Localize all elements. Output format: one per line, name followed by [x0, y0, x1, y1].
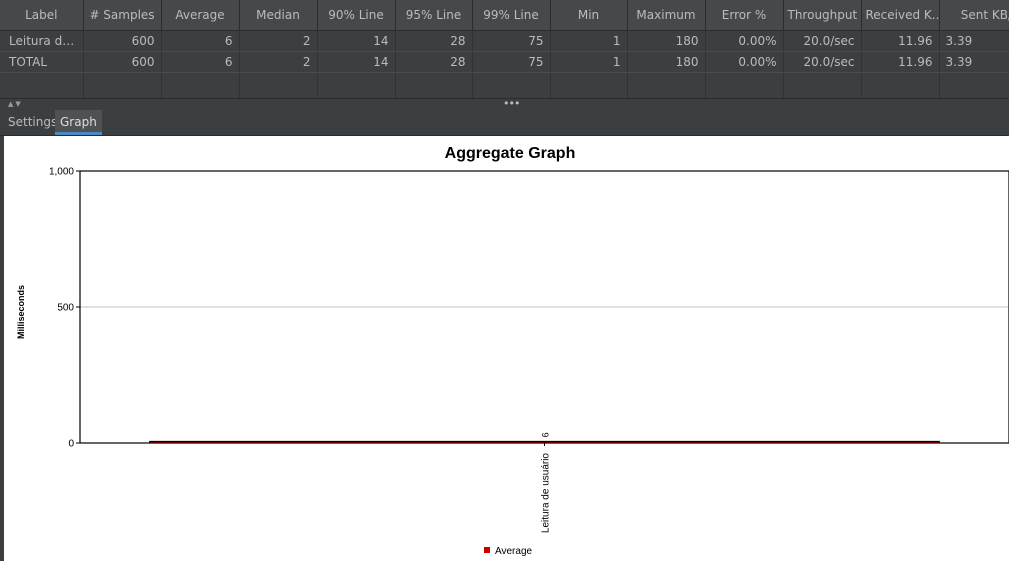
drag-grip-icon[interactable]: ••• [503, 97, 520, 110]
table-cell: 3.39 [939, 51, 1009, 73]
table-cell: 1 [550, 30, 628, 52]
table-cell: 11.96 [861, 51, 940, 73]
results-table-container[interactable]: Label # Samples Average Median 90% Line … [0, 0, 1009, 98]
legend-swatch [484, 547, 490, 553]
table-row[interactable]: Leitura de ... 600 6 2 14 28 75 1 180 0.… [0, 30, 1009, 52]
table-cell: 0.00% [705, 30, 784, 52]
y-axis-ticks: 0 500 1,000 [49, 167, 80, 450]
column-header-average[interactable]: Average [161, 0, 240, 31]
chart-bars [149, 440, 940, 444]
table-cell: 6 [161, 30, 240, 52]
table-empty-row [0, 72, 1009, 98]
column-header-median[interactable]: Median [239, 0, 318, 31]
column-header-error-percent[interactable]: Error % [705, 0, 784, 31]
chart-legend: Average [484, 546, 533, 557]
table-cell: 75 [472, 30, 551, 52]
table-header-row: Label # Samples Average Median 90% Line … [0, 0, 1009, 31]
table-cell: 600 [83, 30, 162, 52]
table-cell: TOTAL [0, 51, 84, 73]
tab-graph[interactable]: Graph [55, 110, 102, 135]
column-header-90-line[interactable]: 90% Line [317, 0, 396, 31]
column-header-received-kb[interactable]: Received K... [861, 0, 940, 31]
tab-settings[interactable]: Settings [8, 115, 58, 129]
table-cell: Leitura de ... [0, 30, 84, 52]
column-header-samples[interactable]: # Samples [83, 0, 162, 31]
y-axis-label: Milliseconds [16, 285, 26, 339]
table-cell: 180 [627, 30, 706, 52]
column-header-95-line[interactable]: 95% Line [395, 0, 473, 31]
table-cell: 1 [550, 51, 628, 73]
data-label: 6 [541, 432, 551, 437]
column-header-min[interactable]: Min [550, 0, 628, 31]
x-axis-labels: Leitura de usuário [541, 443, 552, 533]
column-header-label[interactable]: Label [0, 0, 84, 31]
table-cell: 75 [472, 51, 551, 73]
aggregate-graph-chart: Aggregate Graph Milliseconds 0 500 1,000 L… [16, 145, 1009, 557]
y-tick-label: 500 [57, 303, 74, 314]
bar [149, 440, 940, 444]
collapse-arrows-icon[interactable]: ▲▼ [8, 100, 23, 108]
aggregate-graph-panel: Aggregate Graph Milliseconds 0 500 1,000 L… [4, 136, 1009, 561]
table-cell: 600 [83, 51, 162, 73]
table-row[interactable]: TOTAL 600 6 2 14 28 75 1 180 0.00% 20.0/… [0, 51, 1009, 73]
panel-splitter[interactable]: ▲▼ ••• [0, 97, 1009, 111]
y-tick-label: 0 [68, 439, 74, 450]
y-tick-label: 1,000 [49, 167, 74, 178]
table-cell: 20.0/sec [783, 30, 862, 52]
chart-data-labels: 6 [541, 432, 551, 437]
column-header-sent-kb[interactable]: Sent KB/sec [939, 0, 1009, 31]
x-tick-label: Leitura de usuário [541, 453, 552, 533]
aggregate-results-table: Label # Samples Average Median 90% Line … [0, 0, 1009, 98]
column-header-99-line[interactable]: 99% Line [472, 0, 551, 31]
table-cell: 2 [239, 51, 318, 73]
column-header-throughput[interactable]: Throughput [783, 0, 862, 31]
table-cell: 14 [317, 30, 396, 52]
table-cell: 28 [395, 30, 473, 52]
table-cell: 11.96 [861, 30, 940, 52]
legend-label: Average [495, 546, 533, 557]
table-cell: 3.39 [939, 30, 1009, 52]
table-cell: 14 [317, 51, 396, 73]
table-cell: 28 [395, 51, 473, 73]
column-header-maximum[interactable]: Maximum [627, 0, 706, 31]
chart-title: Aggregate Graph [445, 145, 576, 162]
tab-bar: Settings Graph [0, 110, 1009, 136]
table-cell: 2 [239, 30, 318, 52]
table-cell: 180 [627, 51, 706, 73]
table-cell: 6 [161, 51, 240, 73]
table-cell: 20.0/sec [783, 51, 862, 73]
table-cell: 0.00% [705, 51, 784, 73]
